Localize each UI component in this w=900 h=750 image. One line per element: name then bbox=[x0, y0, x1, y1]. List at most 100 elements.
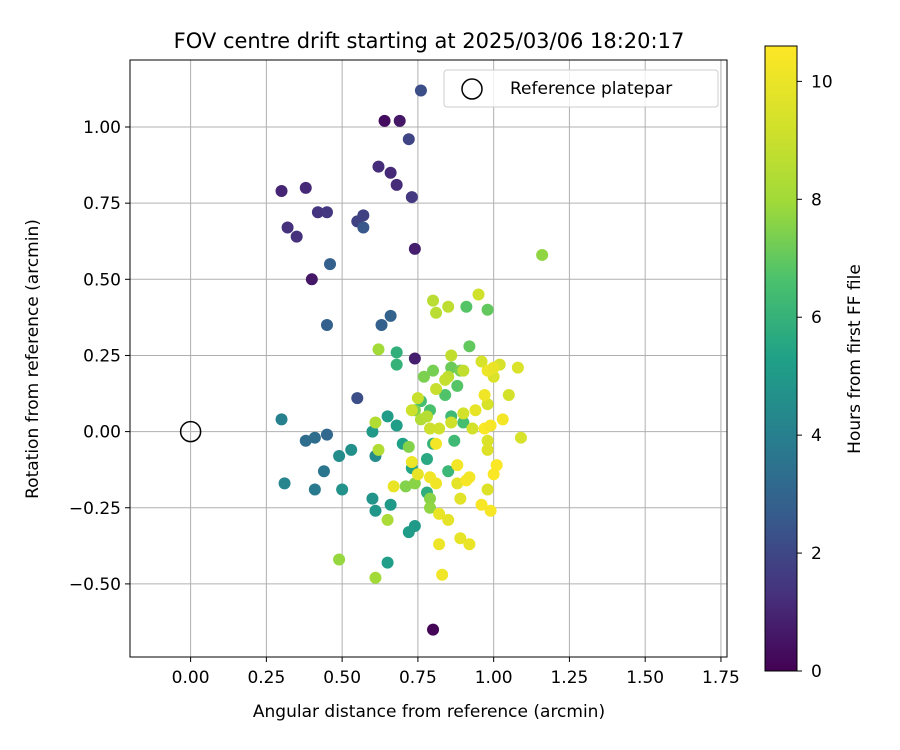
data-point bbox=[369, 416, 382, 429]
data-point bbox=[442, 513, 455, 526]
data-point bbox=[427, 623, 440, 636]
data-point bbox=[451, 477, 464, 490]
data-point bbox=[439, 389, 452, 402]
data-point bbox=[439, 373, 452, 386]
data-point bbox=[408, 477, 421, 490]
data-point bbox=[424, 492, 437, 505]
legend-box bbox=[443, 69, 719, 108]
data-point bbox=[442, 300, 455, 313]
data-point bbox=[372, 443, 385, 456]
data-point bbox=[454, 532, 467, 545]
data-point bbox=[384, 166, 397, 179]
data-point bbox=[299, 434, 312, 447]
chart-title: FOV centre drift starting at 2025/03/06 … bbox=[174, 29, 685, 53]
data-point bbox=[336, 483, 349, 496]
data-point bbox=[481, 443, 494, 456]
data-point bbox=[324, 258, 337, 271]
data-point bbox=[427, 364, 440, 377]
data-point bbox=[333, 449, 346, 462]
data-point bbox=[457, 407, 470, 420]
data-point bbox=[457, 416, 470, 429]
data-point bbox=[463, 340, 476, 353]
data-point bbox=[393, 114, 406, 127]
y-axis-ticks: −0.50 −0.25 0.00 0.25 0.50 0.75 1.00 bbox=[69, 118, 130, 595]
data-point bbox=[317, 465, 330, 478]
data-point bbox=[384, 498, 397, 511]
data-point bbox=[399, 480, 412, 493]
x-tick-label: 0.50 bbox=[323, 668, 361, 688]
y-tick-label: −0.25 bbox=[69, 499, 121, 519]
data-point bbox=[430, 306, 443, 319]
data-point bbox=[417, 370, 430, 383]
data-point bbox=[299, 181, 312, 194]
data-point bbox=[308, 431, 321, 444]
x-tick-label: 0.25 bbox=[247, 668, 285, 688]
data-point bbox=[372, 160, 385, 173]
data-point bbox=[369, 571, 382, 584]
data-point bbox=[481, 398, 494, 411]
data-point bbox=[320, 206, 333, 219]
data-point bbox=[502, 389, 515, 402]
plot-frame bbox=[129, 59, 728, 658]
x-tick-label: 0.00 bbox=[172, 668, 210, 688]
data-point bbox=[387, 480, 400, 493]
data-point bbox=[451, 459, 464, 472]
data-point bbox=[408, 352, 421, 365]
data-point bbox=[420, 410, 433, 423]
data-point bbox=[390, 178, 403, 191]
data-point bbox=[281, 221, 294, 234]
data-point bbox=[275, 413, 288, 426]
data-point bbox=[390, 419, 403, 432]
y-tick-label: 0.50 bbox=[83, 270, 121, 290]
colorbar-tick-label: 8 bbox=[811, 190, 822, 210]
x-axis-label: Angular distance from reference (arcmin) bbox=[253, 702, 605, 722]
colorbar-tick-label: 10 bbox=[811, 72, 833, 92]
data-point bbox=[390, 346, 403, 359]
data-point bbox=[490, 459, 503, 472]
data-point bbox=[448, 434, 461, 447]
legend-marker bbox=[461, 78, 483, 100]
data-point bbox=[445, 416, 458, 429]
data-point bbox=[402, 133, 415, 146]
data-point bbox=[320, 428, 333, 441]
y-tick-label: 1.00 bbox=[83, 118, 121, 138]
data-point bbox=[457, 364, 470, 377]
y-tick-label: −0.50 bbox=[69, 575, 121, 595]
data-point bbox=[511, 361, 524, 374]
reference-platepar-marker bbox=[179, 420, 202, 443]
y-axis-label: Rotation from reference (arcmin) bbox=[23, 219, 43, 499]
data-point bbox=[402, 440, 415, 453]
data-point bbox=[481, 303, 494, 316]
data-point bbox=[351, 392, 364, 405]
x-tick-label: 0.75 bbox=[399, 668, 437, 688]
colorbar-tick-label: 0 bbox=[811, 662, 822, 682]
data-point bbox=[405, 456, 418, 469]
data-point bbox=[402, 526, 415, 539]
data-point bbox=[390, 358, 403, 371]
data-point bbox=[466, 422, 479, 435]
colorbar: 0 2 4 6 8 10 Hours from first FF file bbox=[764, 45, 865, 682]
data-point bbox=[430, 437, 443, 450]
data-point bbox=[454, 492, 467, 505]
data-point bbox=[405, 404, 418, 417]
colorbar-tick-label: 2 bbox=[811, 544, 822, 564]
data-point bbox=[411, 468, 424, 481]
y-tick-label: 0.00 bbox=[83, 423, 121, 443]
data-point bbox=[436, 568, 449, 581]
data-point bbox=[433, 422, 446, 435]
data-point bbox=[333, 553, 346, 566]
data-point bbox=[405, 191, 418, 204]
data-point bbox=[305, 273, 318, 286]
grid-lines bbox=[130, 60, 727, 657]
data-point bbox=[381, 410, 394, 423]
data-point bbox=[408, 242, 421, 255]
data-point bbox=[378, 114, 391, 127]
data-point bbox=[357, 209, 370, 222]
colorbar-tick-label: 6 bbox=[811, 308, 822, 328]
x-tick-label: 1.50 bbox=[626, 668, 664, 688]
data-point bbox=[424, 422, 437, 435]
data-point bbox=[275, 184, 288, 197]
data-point bbox=[357, 221, 370, 234]
colorbar-ticks: 0 2 4 6 8 10 bbox=[797, 72, 833, 682]
data-point bbox=[433, 507, 446, 520]
